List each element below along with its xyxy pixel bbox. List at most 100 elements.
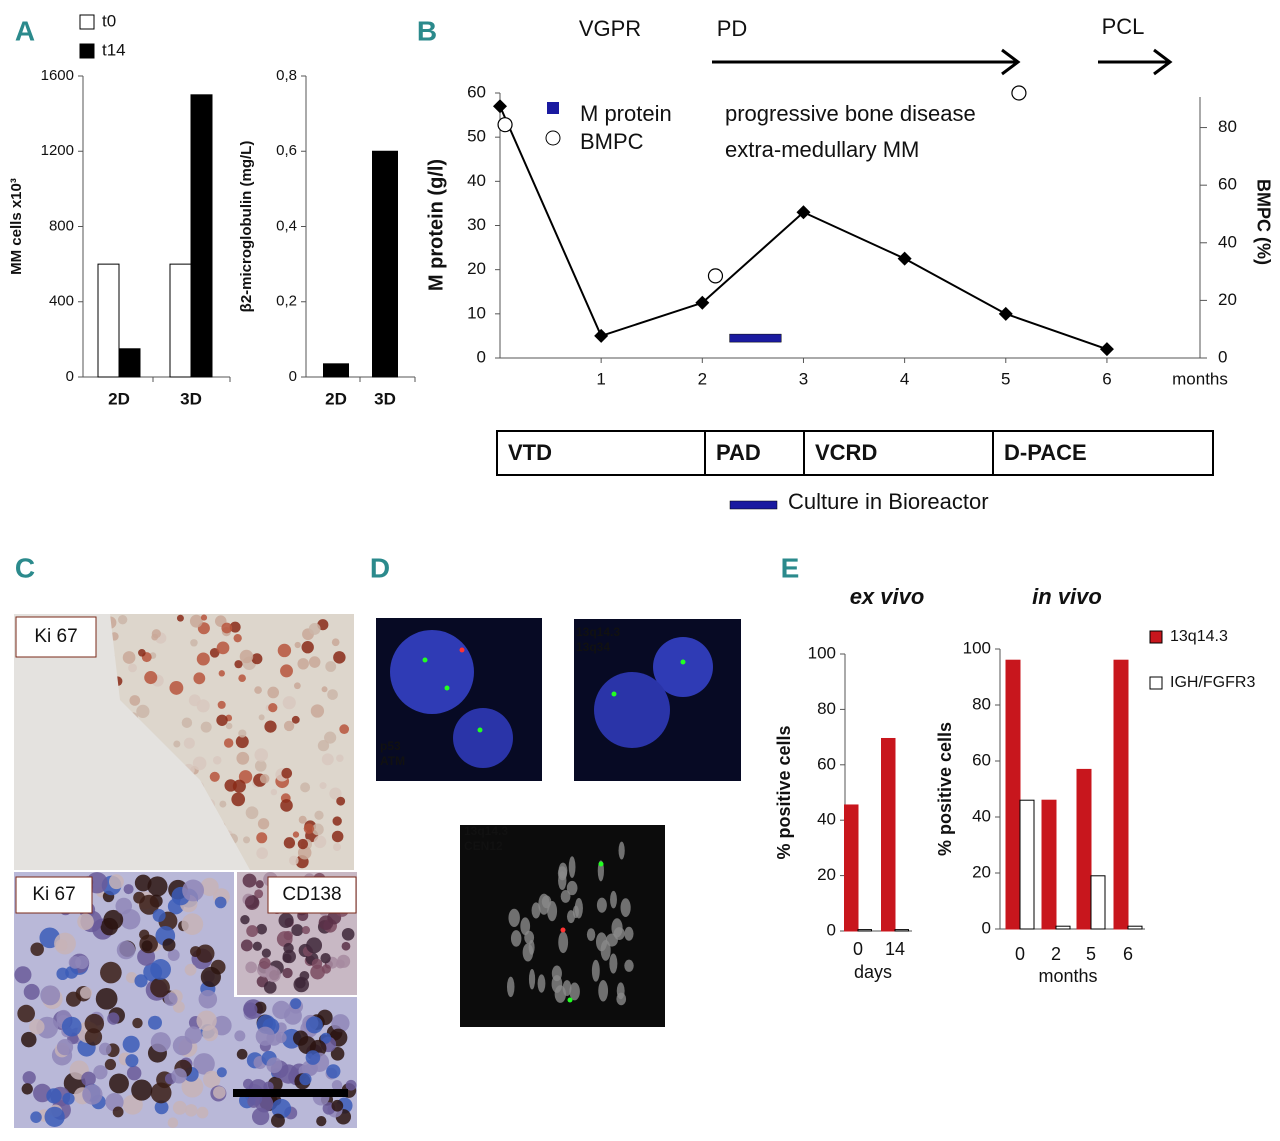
cell [331,638,340,647]
chromosome [551,975,563,993]
bar [1090,875,1106,930]
cell [218,670,225,677]
treatment-label: PAD [716,440,761,465]
cell [278,912,294,928]
y-axis-label: MM cells x10³ [8,178,25,275]
chromosome [560,890,571,903]
cell [200,614,208,621]
y2-tick-label: 40 [1218,232,1237,251]
cell [112,1106,124,1118]
cell [189,614,203,628]
cell [264,720,277,733]
bar [169,263,192,378]
chromosome [528,969,536,990]
cell [184,1104,198,1117]
cell [259,773,270,784]
cell [21,1031,37,1048]
cell [82,1084,103,1105]
cell [311,958,323,970]
cell [203,1070,221,1089]
probe-signal [444,685,450,691]
x-tick-label: 5 [1086,944,1096,964]
chromosome [624,926,634,941]
cell [336,754,344,762]
y-tick-label: 60 [467,82,486,101]
probe-label: p53 [380,739,401,753]
cell [256,847,269,860]
micrograph-label: CD138 [282,884,341,905]
arrow [712,48,1021,76]
cell [265,967,281,983]
cell [314,810,324,820]
cell [56,1039,74,1056]
cell [291,924,304,937]
cell [224,779,237,792]
cell [129,695,141,706]
cell [126,972,138,984]
cell [217,700,226,709]
cell [238,729,247,738]
cell [236,751,250,765]
cell [240,939,253,952]
y-tick-label: 20 [817,865,836,884]
x-tick-label: 2 [698,369,707,388]
cell [122,651,136,664]
label-box [15,616,97,658]
cell [294,641,301,649]
cell [79,986,93,999]
cell [333,651,346,664]
y-axis-label: M protein (g/l) [425,159,447,291]
y-tick-label: 0,2 [276,293,297,310]
cell [331,1014,350,1033]
micrograph-label: Ki 67 [34,626,77,647]
circle-marker [1011,85,1027,101]
cell [196,1010,217,1031]
panel-label: B [417,15,437,46]
cell [212,755,222,765]
chromosome [562,980,572,997]
cell [292,831,300,838]
cell [282,967,293,979]
chromosome [595,932,608,952]
cell [141,940,153,952]
cell [231,792,246,807]
cell [95,987,118,1010]
legend-swatch [545,130,561,146]
chromosome [610,890,617,909]
cell [321,686,328,693]
cell [329,787,342,800]
cell [172,1100,187,1115]
cell [335,959,345,969]
cell [125,1054,139,1068]
y-tick-label: 100 [808,643,836,662]
nucleus [390,630,474,714]
cell [144,671,158,685]
cell [320,1032,332,1044]
chromosome [508,908,520,928]
panel-label: D [370,552,390,583]
y-tick-label: 40 [972,806,991,825]
chromosome [506,976,515,998]
annotation: extra-medullary MM [725,137,919,162]
probe-signal [477,727,483,733]
cell [128,663,137,673]
cell [216,641,230,655]
cell [138,648,146,657]
scale-bar [233,1089,348,1097]
chromosome [520,917,531,936]
bar [1019,799,1035,930]
y2-tick-label: 80 [1218,117,1237,136]
cell [291,715,300,724]
cell [236,1048,248,1060]
annotation: PD [717,16,748,41]
chromosome [618,841,625,860]
cell [256,832,268,844]
treatment-box [496,430,1214,476]
x-tick-label: 4 [900,369,909,388]
cell [321,753,334,766]
y-tick-label: 0 [289,368,297,385]
y-tick-label: 40 [467,171,486,190]
treatment-label: VTD [508,440,552,465]
y2-tick-label: 0 [1218,347,1227,366]
cell [173,740,181,748]
